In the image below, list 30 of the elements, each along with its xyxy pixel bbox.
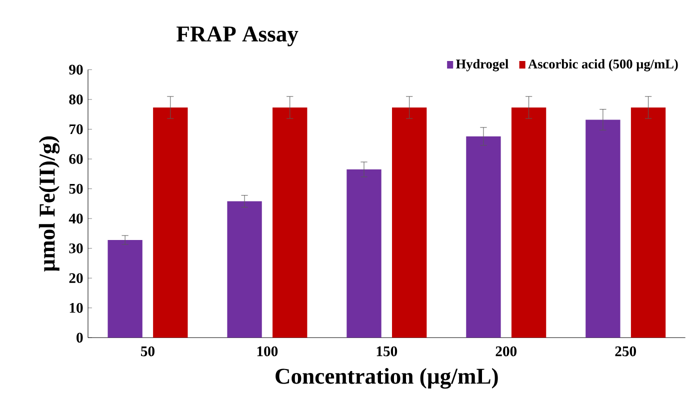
bar	[586, 120, 620, 338]
y-tick-label: 70	[70, 124, 83, 134]
bar	[392, 107, 427, 338]
y-tick-label: 60	[69, 154, 83, 164]
legend-label: Ascorbic acid (500 µg/mL)	[528, 59, 678, 72]
y-tick-label: 40	[68, 214, 83, 224]
y-tick-label: 10	[70, 302, 83, 313]
bar	[346, 169, 382, 338]
y-tick-label: 30	[69, 243, 83, 254]
x-tick-label: 100	[257, 346, 278, 356]
y-tick-label: 80	[69, 94, 83, 104]
bar	[272, 107, 308, 338]
bar	[466, 136, 501, 338]
bar	[511, 107, 546, 338]
y-tick-label: 0	[76, 332, 83, 343]
x-tick-label: 150	[376, 346, 398, 356]
y-tick-label: 20	[69, 273, 83, 284]
chart-title: FRAP Assay	[176, 26, 298, 46]
x-tick-label: 250	[615, 346, 636, 356]
bar	[630, 107, 666, 338]
y-axis-title: µmol Fe(II)/g)	[38, 136, 60, 272]
legend-label: Hydrogel	[456, 59, 508, 72]
bar	[108, 240, 142, 338]
y-tick-label: 90	[69, 64, 83, 75]
bar	[153, 107, 188, 338]
y-tick-label: 50	[69, 184, 83, 194]
x-tick-label: 50	[141, 346, 154, 356]
x-tick-label: 200	[496, 346, 517, 356]
x-axis-title: Concentration (µg/mL)	[276, 368, 498, 389]
bar	[227, 201, 262, 338]
